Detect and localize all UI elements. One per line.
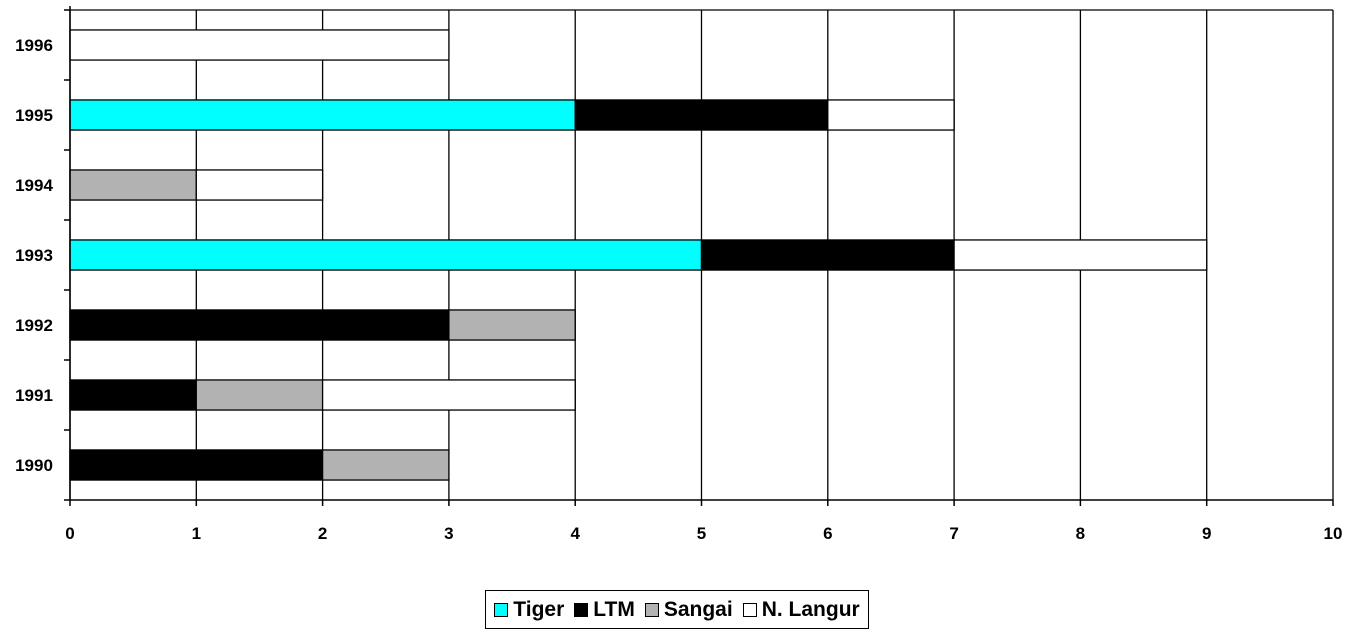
chart: 0 1 2 3 4 5 6 7 8 9 10 1990 1991 1992 1993 1994 1995 1996	[15, 6, 1342, 543]
bar-1995-ltm	[574, 99, 829, 131]
y-tick-label-1990: 1990	[15, 456, 53, 475]
legend-swatch-sangai	[644, 602, 659, 617]
legend-swatch-ltm	[574, 602, 589, 617]
legend-item-n-langur: N. Langur	[742, 597, 860, 622]
bar-1993-ltm	[700, 239, 955, 271]
bar-1992-ltm	[69, 309, 450, 341]
bar-1992-sangai	[448, 309, 576, 341]
legend-item-tiger: Tiger	[494, 598, 564, 622]
bar-1996-n-langur	[69, 29, 450, 61]
bars	[69, 29, 1208, 481]
y-tick-label-1993: 1993	[15, 246, 53, 265]
bar-1990-ltm	[69, 449, 324, 481]
axes	[64, 6, 1334, 506]
y-tick-label-1992: 1992	[15, 316, 53, 335]
bar-1994-sangai	[69, 169, 197, 201]
y-tick-label-1996: 1996	[15, 36, 53, 55]
bar-1995-tiger	[69, 99, 576, 131]
x-tick-label-1: 1	[192, 524, 201, 543]
y-tick-label-1991: 1991	[15, 386, 53, 405]
bar-1990-sangai	[321, 449, 450, 481]
bar-1991-ltm	[69, 379, 197, 411]
bar-1994-n-langur	[195, 169, 324, 201]
y-tick-label-1995: 1995	[15, 106, 53, 125]
y-tick-label-1994: 1994	[15, 176, 53, 195]
legend-label-ltm: LTM	[593, 597, 635, 621]
x-tick-label-3: 3	[444, 524, 453, 543]
bar-1993-n-langur	[953, 239, 1208, 271]
bar-1993-tiger	[69, 239, 703, 271]
x-tick-label-6: 6	[823, 524, 832, 543]
x-tick-label-0: 0	[65, 524, 74, 543]
bar-1991-n-langur	[321, 379, 576, 411]
x-tick-label-2: 2	[318, 524, 327, 543]
legend-swatch-tiger	[494, 602, 509, 617]
x-tick-label-10: 10	[1324, 524, 1343, 543]
x-tick-label-9: 9	[1202, 524, 1211, 543]
x-tick-label-8: 8	[1076, 524, 1085, 543]
legend-item-ltm: LTM	[574, 598, 635, 622]
x-tick-label-7: 7	[949, 524, 958, 543]
legend-label-n-langur: N. Langur	[761, 597, 860, 621]
legend-swatch-n-langur	[742, 602, 757, 617]
bar-1991-sangai	[195, 379, 324, 411]
legend-label-sangai: Sangai	[663, 597, 733, 621]
legend-item-sangai: Sangai	[644, 597, 733, 622]
bar-1995-n-langur	[827, 99, 955, 131]
legend: Tiger LTM Sangai N. Langur	[485, 590, 869, 629]
legend-label-tiger: Tiger	[513, 597, 565, 621]
tick-labels: 0 1 2 3 4 5 6 7 8 9 10 1990 1991 1992 1993 1994 1995 1996	[15, 36, 1342, 543]
x-tick-label-5: 5	[697, 524, 706, 543]
x-tick-label-4: 4	[570, 524, 580, 543]
